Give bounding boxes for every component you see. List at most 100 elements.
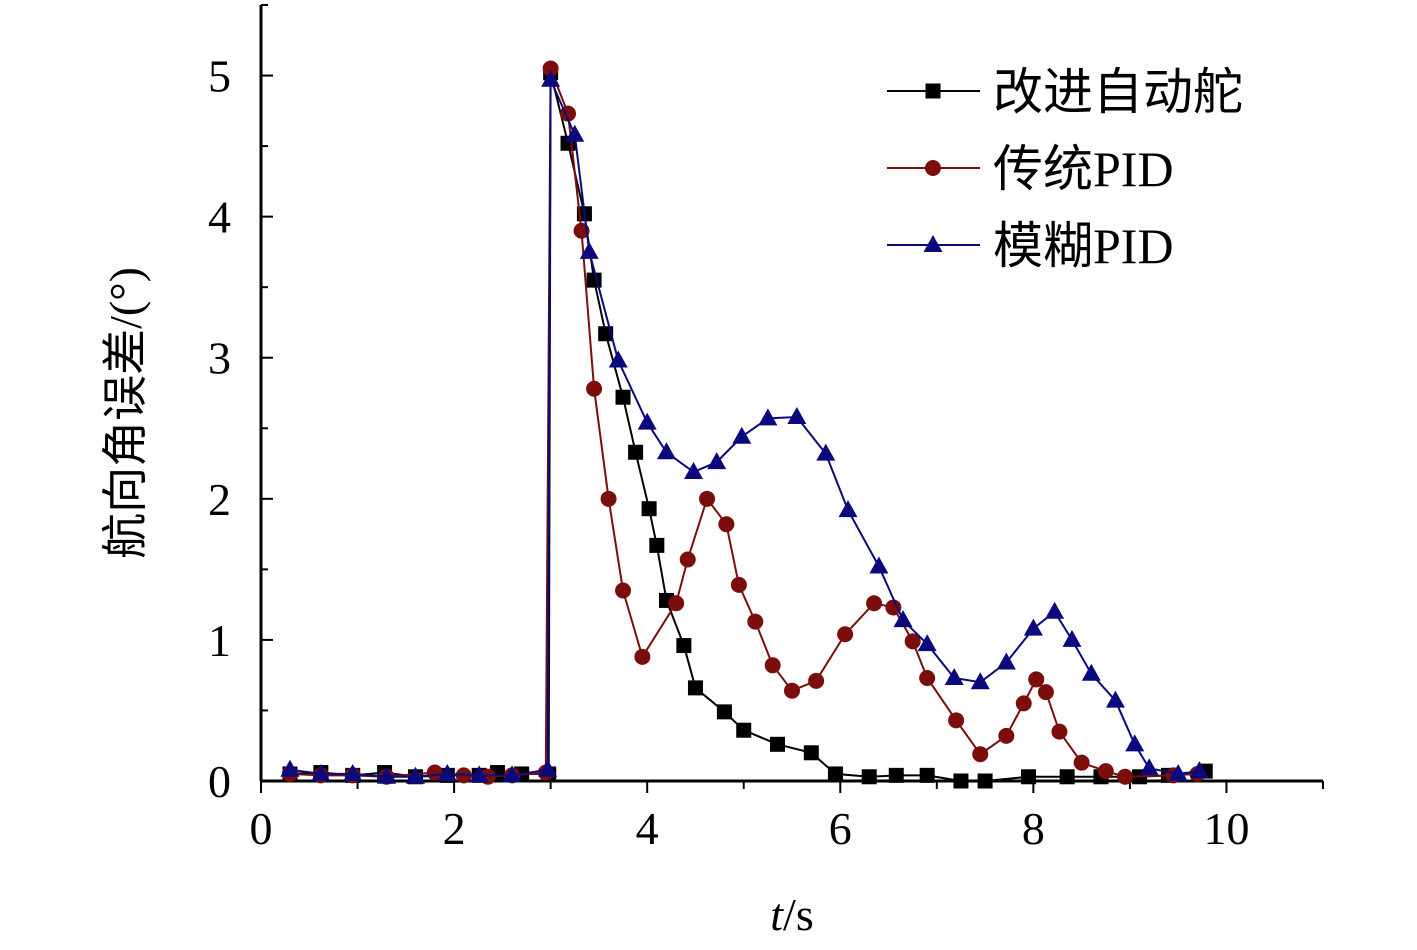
data-point <box>634 648 651 665</box>
data-point <box>977 773 993 789</box>
data-point <box>1139 758 1159 776</box>
legend-label: 模糊PID <box>993 218 1174 274</box>
data-point <box>803 745 819 761</box>
data-point <box>747 613 764 630</box>
data-point <box>1045 601 1065 619</box>
data-point <box>953 773 969 789</box>
data-point <box>972 746 989 763</box>
legend-label: 改进自动舵 <box>993 64 1243 120</box>
data-point <box>770 736 786 752</box>
data-point <box>885 599 902 616</box>
data-point <box>565 124 585 142</box>
x-tick-label: 4 <box>636 803 659 854</box>
data-point <box>684 462 704 480</box>
data-point <box>1168 763 1188 781</box>
data-point <box>716 704 732 720</box>
data-point <box>944 668 964 686</box>
data-point <box>970 672 990 690</box>
data-point <box>600 490 617 507</box>
data-point <box>1105 690 1125 708</box>
data-point <box>628 444 644 460</box>
y-tick-label: 2 <box>208 474 231 525</box>
data-point <box>1051 723 1068 740</box>
data-point <box>608 350 628 368</box>
data-point <box>1081 663 1101 681</box>
data-point <box>787 406 807 424</box>
data-point <box>764 657 781 674</box>
data-point <box>758 408 778 426</box>
x-tick-label: 6 <box>829 803 852 854</box>
x-tick-label: 8 <box>1022 803 1045 854</box>
y-tick-label: 1 <box>208 615 231 666</box>
data-point <box>736 722 752 738</box>
data-point <box>1023 618 1043 636</box>
data-point <box>1015 695 1032 712</box>
x-axis-title-unit: /s <box>783 889 814 940</box>
data-point <box>541 69 561 87</box>
data-point <box>649 537 665 553</box>
y-tick-label: 3 <box>208 333 231 384</box>
y-tick-label: 0 <box>208 756 231 807</box>
data-point <box>586 272 602 288</box>
data-point <box>827 766 843 782</box>
x-tick-label: 10 <box>1203 803 1249 854</box>
data-point <box>637 412 657 430</box>
data-point <box>687 680 703 696</box>
series-layer <box>280 60 1213 789</box>
data-point <box>437 763 457 781</box>
data-point <box>311 763 331 781</box>
data-point <box>542 60 559 77</box>
x-axis-title: t/s <box>770 889 813 940</box>
data-point <box>280 759 300 777</box>
data-point <box>730 576 747 593</box>
axes <box>259 5 1323 783</box>
data-point <box>948 712 965 729</box>
data-point <box>816 443 836 461</box>
data-point <box>579 241 599 259</box>
data-point <box>866 595 883 612</box>
data-point <box>707 452 727 470</box>
data-point <box>732 426 752 444</box>
x-tick-label: 0 <box>250 803 273 854</box>
data-point <box>1037 684 1054 701</box>
data-point <box>668 595 685 612</box>
data-point <box>1073 754 1090 771</box>
data-point <box>1028 671 1045 688</box>
data-point <box>615 582 632 599</box>
data-point <box>1059 769 1075 785</box>
data-point <box>343 763 363 781</box>
data-point <box>1125 734 1145 752</box>
data-point <box>615 389 631 405</box>
data-point <box>893 610 913 628</box>
data-point <box>1189 761 1209 779</box>
data-point <box>904 633 921 650</box>
data-point <box>996 652 1016 670</box>
data-point <box>1117 768 1134 785</box>
data-point <box>641 501 657 517</box>
data-point <box>861 769 877 785</box>
x-tick-label: 2 <box>443 803 466 854</box>
data-point <box>919 670 936 687</box>
data-point <box>808 672 825 689</box>
data-point <box>502 765 522 783</box>
legend-marker <box>925 160 941 176</box>
data-point <box>676 638 692 654</box>
data-point <box>656 442 676 460</box>
y-tick-label: 4 <box>208 192 231 243</box>
data-point <box>426 764 443 781</box>
data-point <box>538 759 558 777</box>
data-point <box>998 727 1015 744</box>
data-point <box>869 556 889 574</box>
data-point <box>784 682 800 699</box>
series-triangle <box>280 69 1209 784</box>
x-axis-title-var: t <box>770 889 784 940</box>
data-point <box>679 551 696 568</box>
data-point <box>1021 769 1037 785</box>
data-point <box>1062 629 1082 647</box>
data-point <box>837 626 854 643</box>
data-point <box>718 516 735 533</box>
legend-marker <box>925 83 941 99</box>
